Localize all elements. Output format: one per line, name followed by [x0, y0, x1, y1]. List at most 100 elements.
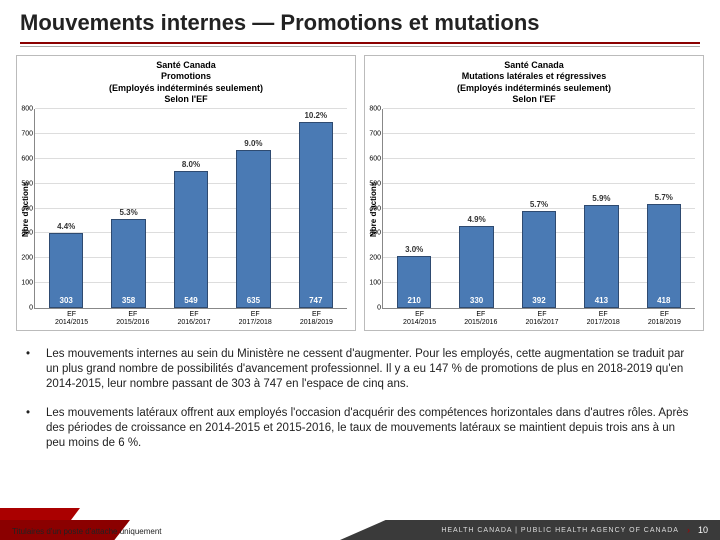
bar: 392 — [522, 211, 556, 309]
bar-percent-label: 3.0% — [397, 245, 431, 254]
x-tick-label: EF2018/2019 — [634, 309, 695, 326]
footer: Titulaires d'un poste d'attache uniqueme… — [0, 508, 720, 540]
footer-logo-text: HEALTH CANADA | PUBLIC HEALTH AGENCY OF … — [441, 527, 679, 534]
y-tick-label: 700 — [369, 130, 381, 137]
bar-percent-label: 4.9% — [459, 215, 493, 224]
bar-value-label: 418 — [648, 296, 680, 305]
title-rule-secondary — [20, 46, 700, 47]
x-tick-label: EF2014/2015 — [41, 309, 102, 326]
y-tick-label: 500 — [21, 180, 33, 187]
plot-area: 0100200300400500600700800 2103.0%3304.9%… — [382, 109, 695, 309]
x-tick-label: EF2017/2018 — [225, 309, 286, 326]
title-rule-primary — [20, 42, 700, 44]
y-ticks: 0100200300400500600700800 — [359, 109, 381, 308]
x-tick-label: EF2016/2017 — [163, 309, 224, 326]
y-tick-label: 100 — [21, 280, 33, 287]
bar-value-label: 413 — [585, 296, 617, 305]
gridline — [35, 108, 347, 109]
y-tick-label: 100 — [369, 280, 381, 287]
y-ticks: 0100200300400500600700800 — [11, 109, 33, 308]
bar-percent-label: 4.4% — [49, 222, 83, 231]
y-tick-label: 800 — [369, 106, 381, 113]
chart-title-line: Santé Canada — [19, 60, 353, 71]
bar: 635 — [236, 150, 270, 308]
bar-value-label: 747 — [300, 296, 332, 305]
chart-title-line: (Employés indéterminés seulement) — [19, 83, 353, 94]
y-tick-label: 600 — [369, 155, 381, 162]
bullet-text: Les mouvements internes au sein du Minis… — [46, 347, 694, 392]
x-tick-label: EF2015/2016 — [102, 309, 163, 326]
bar: 330 — [459, 226, 493, 308]
y-tick-label: 600 — [21, 155, 33, 162]
chart-title-line: Mutations latérales et régressives — [367, 71, 701, 82]
bar-percent-label: 5.7% — [647, 193, 681, 202]
bar-percent-label: 5.7% — [522, 200, 556, 209]
y-tick-label: 800 — [21, 106, 33, 113]
bullet-list: • Les mouvements internes au sein du Min… — [0, 331, 720, 451]
bar-value-label: 330 — [460, 296, 492, 305]
bar-percent-label: 8.0% — [174, 160, 208, 169]
y-tick-label: 200 — [369, 255, 381, 262]
bar-value-label: 392 — [523, 296, 555, 305]
chart-title-line: (Employés indéterminés seulement) — [367, 83, 701, 94]
x-tick-label: EF2016/2017 — [511, 309, 572, 326]
bar-value-label: 303 — [50, 296, 82, 305]
y-tick-label: 500 — [369, 180, 381, 187]
bar: 358 — [111, 219, 145, 308]
bar: 413 — [584, 205, 618, 308]
bullet-marker: • — [26, 347, 46, 392]
chart-area: Nbre d'actions 0100200300400500600700800… — [19, 109, 353, 309]
x-tick-label: EF2017/2018 — [573, 309, 634, 326]
x-tick-label: EF2015/2016 — [450, 309, 511, 326]
bar-percent-label: 10.2% — [299, 111, 333, 120]
bar: 549 — [174, 171, 208, 308]
bar-percent-label: 9.0% — [236, 139, 270, 148]
chart-title-line: Selon l'EF — [367, 94, 701, 105]
bar: 747 — [299, 122, 333, 308]
bar-value-label: 549 — [175, 296, 207, 305]
page-number: 10 — [698, 525, 708, 535]
chevron-icon: › — [687, 525, 690, 535]
bar-value-label: 635 — [237, 296, 269, 305]
bar: 418 — [647, 204, 681, 308]
chart-title: Santé Canada Mutations latérales et régr… — [367, 60, 701, 105]
chart-promotions: Santé Canada Promotions (Employés indéte… — [16, 55, 356, 331]
chart-title-line: Selon l'EF — [19, 94, 353, 105]
page-title: Mouvements internes — Promotions et muta… — [0, 0, 720, 42]
bar: 303 — [49, 233, 83, 308]
bullet-text: Les mouvements latéraux offrent aux empl… — [46, 406, 694, 451]
charts-row: Santé Canada Promotions (Employés indéte… — [0, 55, 720, 331]
y-tick-label: 300 — [369, 230, 381, 237]
y-tick-label: 300 — [21, 230, 33, 237]
bar: 210 — [397, 256, 431, 308]
chart-title: Santé Canada Promotions (Employés indéte… — [19, 60, 353, 105]
bar-value-label: 210 — [398, 296, 430, 305]
footer-note: Titulaires d'un poste d'attache uniqueme… — [12, 527, 162, 536]
gridline — [383, 108, 695, 109]
bar-percent-label: 5.9% — [584, 194, 618, 203]
plot-area: 0100200300400500600700800 3034.4%3585.3%… — [34, 109, 347, 309]
x-tick-label: EF2018/2019 — [286, 309, 347, 326]
x-ticks: EF2014/2015EF2015/2016EF2016/2017EF2017/… — [41, 309, 347, 326]
y-tick-label: 0 — [29, 305, 33, 312]
bullet-item: • Les mouvements internes au sein du Min… — [26, 347, 694, 392]
chart-mutations: Santé Canada Mutations latérales et régr… — [364, 55, 704, 331]
x-ticks: EF2014/2015EF2015/2016EF2016/2017EF2017/… — [389, 309, 695, 326]
gridline — [383, 183, 695, 184]
y-tick-label: 700 — [21, 130, 33, 137]
bullet-marker: • — [26, 406, 46, 451]
y-tick-label: 200 — [21, 255, 33, 262]
footer-bar: HEALTH CANADA | PUBLIC HEALTH AGENCY OF … — [340, 520, 720, 540]
bar-percent-label: 5.3% — [111, 208, 145, 217]
x-tick-label: EF2014/2015 — [389, 309, 450, 326]
chart-area: Nbre d'actions 0100200300400500600700800… — [367, 109, 701, 309]
gridline — [383, 133, 695, 134]
bar-value-label: 358 — [112, 296, 144, 305]
chart-title-line: Santé Canada — [367, 60, 701, 71]
slide: Mouvements internes — Promotions et muta… — [0, 0, 720, 540]
y-tick-label: 400 — [369, 205, 381, 212]
y-tick-label: 400 — [21, 205, 33, 212]
bullet-item: • Les mouvements latéraux offrent aux em… — [26, 406, 694, 451]
chart-title-line: Promotions — [19, 71, 353, 82]
y-tick-label: 0 — [377, 305, 381, 312]
